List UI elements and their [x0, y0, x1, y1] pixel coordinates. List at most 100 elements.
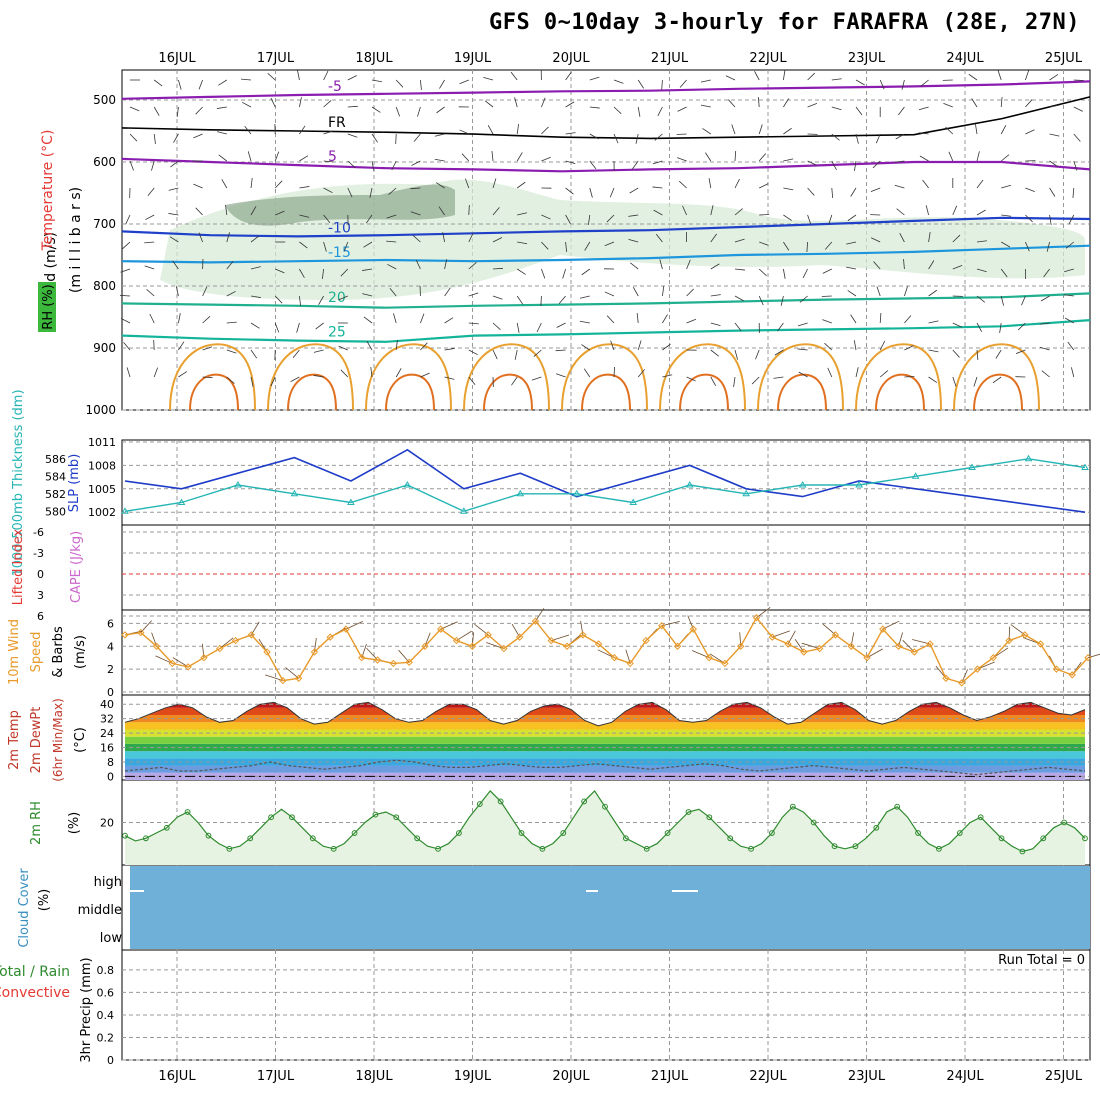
date-tick-bottom: 20JUL [552, 1069, 590, 1084]
wind-barb [363, 241, 373, 248]
wind-barb [420, 372, 430, 378]
rh-point [518, 830, 525, 836]
thickness-tick: 584 [45, 470, 66, 483]
wind-barb [755, 349, 760, 360]
wind-barb [879, 79, 885, 90]
wind-barb [630, 262, 639, 270]
date-tick-top: 16JUL [158, 51, 196, 66]
rh-axis-label: RH (%) [41, 284, 56, 329]
wind-barb [126, 367, 131, 378]
wind-barb [589, 133, 599, 140]
wind-barb [850, 187, 857, 197]
wind-barb [313, 349, 324, 353]
wind-barb [806, 241, 808, 253]
wind-barb [129, 160, 134, 171]
wind-barb [362, 268, 373, 271]
wind-barb [198, 232, 203, 243]
wind-barb [511, 376, 518, 386]
t2m-label-2: 2m DewPt [29, 707, 44, 774]
date-tick-bottom: 23JUL [848, 1069, 886, 1084]
wind-point [957, 679, 966, 687]
wind-barb [565, 214, 571, 224]
wind-barb [516, 181, 526, 189]
temp-bands [125, 702, 1085, 780]
wind-barb [178, 341, 185, 351]
wind-barb [541, 268, 546, 279]
wind-barb [846, 241, 857, 245]
wind-barb [734, 150, 737, 162]
wind-barb [831, 133, 840, 141]
wind-barb [531, 376, 542, 381]
wind-barb [855, 106, 863, 116]
wind-barb [343, 241, 349, 252]
pressure-tick: 800 [93, 279, 116, 293]
wind-barb [225, 205, 228, 216]
wind-barb [918, 106, 929, 111]
wind-barb [436, 106, 445, 114]
series-thickness [124, 458, 1086, 513]
wind-point [579, 631, 587, 639]
wind-barb [347, 75, 357, 81]
wind-point [863, 654, 871, 662]
wind-barb [122, 241, 131, 249]
wind-barb [556, 322, 566, 328]
temp-tick: 40 [100, 698, 114, 711]
wind-barb [831, 78, 842, 81]
wind-barb [1025, 129, 1035, 135]
rh-point [497, 798, 504, 805]
warm-contour [463, 343, 550, 411]
thickness-point [968, 463, 976, 470]
wind-barb [459, 79, 469, 85]
wind-barb [952, 265, 963, 270]
wind-barb [413, 133, 421, 142]
wind-point [768, 633, 776, 641]
axis-label-cape: CAPE (J/kg) [69, 531, 84, 603]
wind-barb [487, 125, 494, 135]
wind-barb [226, 321, 237, 324]
wind-barb [734, 322, 742, 332]
wind-barb [686, 376, 696, 382]
wind-point [847, 642, 855, 650]
wind-barb [565, 71, 572, 81]
wind-barb [412, 235, 421, 243]
wind-barb [410, 187, 421, 190]
wind-barb [1046, 241, 1050, 252]
wind-barb [178, 371, 188, 378]
cloud-level-low: low [100, 931, 123, 946]
wind-barb [783, 214, 792, 221]
wind-barb [318, 295, 324, 305]
wind-barb [444, 259, 448, 270]
rh-point [1082, 835, 1088, 842]
wind-barb [297, 70, 300, 81]
wind-barb [439, 79, 445, 89]
thickness-point [177, 498, 186, 505]
warm-contour [169, 343, 256, 411]
wind-barb-10m [882, 620, 900, 630]
wind-point [800, 648, 808, 656]
wind-barb [734, 238, 745, 243]
wind-barb-10m [1010, 624, 1026, 636]
wind-barb [976, 322, 983, 333]
slp-tick: 1008 [88, 459, 116, 472]
rh-point [664, 830, 671, 836]
wind-barb [516, 124, 519, 135]
wind-barb [708, 178, 712, 189]
wind-barb [588, 214, 591, 225]
wind-barb [652, 186, 663, 189]
pressure-axis-label: (m i l l i b a r s) [68, 187, 84, 293]
thickness-point [685, 481, 694, 488]
wind-barb [366, 341, 373, 351]
wind-barb [952, 205, 958, 216]
wind-barb-10m [912, 639, 931, 645]
wind-barb [226, 376, 235, 384]
temp-tick: 16 [100, 742, 114, 755]
wind-barb [275, 268, 285, 274]
wind-barb [169, 236, 179, 243]
wind-barb [565, 132, 576, 135]
wind-barb [797, 348, 808, 351]
wind-barb [420, 79, 422, 90]
wind-barb [153, 339, 155, 351]
wind-barb [1049, 133, 1060, 137]
wind-barb [420, 342, 428, 351]
wind-barb [299, 268, 305, 278]
